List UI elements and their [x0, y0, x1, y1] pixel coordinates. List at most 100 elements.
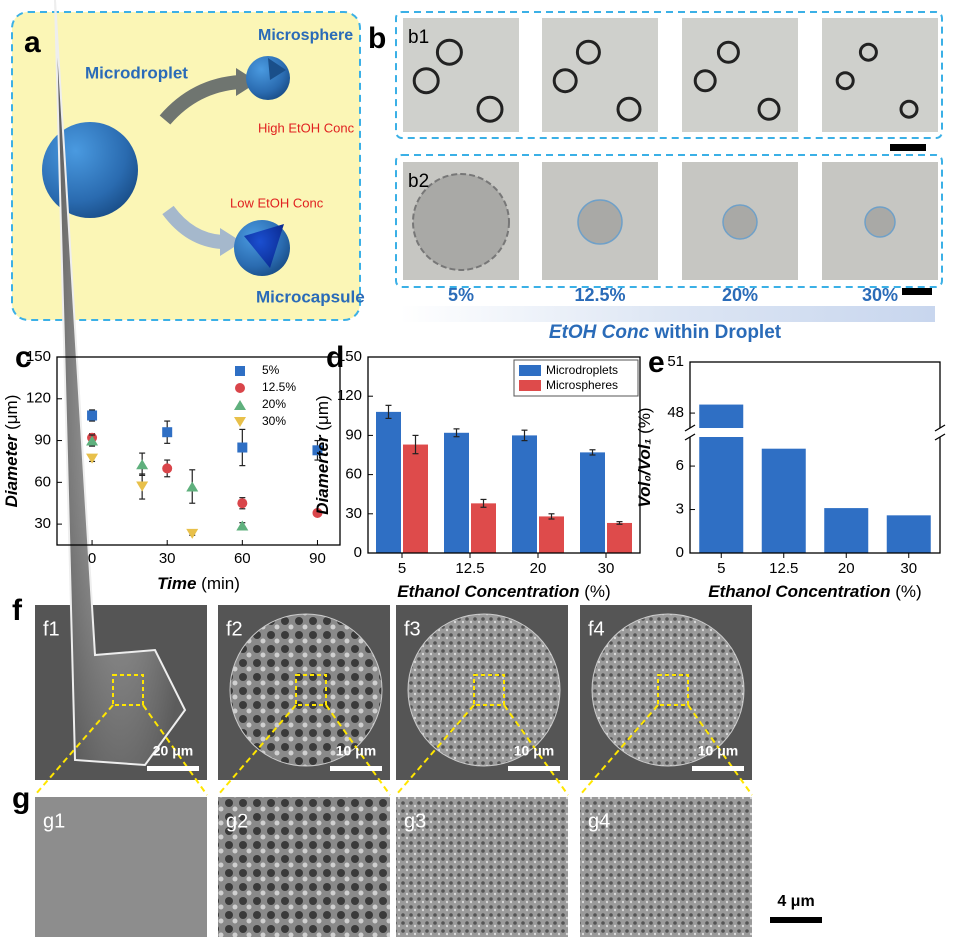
- legend-label: Microdroplets: [546, 363, 618, 377]
- legend-label: 12.5%: [262, 380, 296, 394]
- panel-label: c: [15, 341, 32, 374]
- label: High EtOH Conc: [258, 120, 355, 135]
- y-tick-label: 60: [34, 473, 51, 490]
- bar: [444, 432, 469, 553]
- arrow: [162, 205, 223, 249]
- bar: [512, 435, 537, 553]
- bar: [539, 516, 564, 553]
- droplet: [835, 71, 855, 91]
- zoom-box: [473, 674, 505, 706]
- y-tick-label: 90: [345, 426, 362, 443]
- y-tick-label: 0: [676, 544, 684, 561]
- y-tick-label: 51: [667, 353, 684, 370]
- plot-frame: [689, 361, 941, 554]
- droplet: [412, 67, 440, 95]
- point: [86, 435, 99, 446]
- scale-bar: [508, 766, 560, 771]
- scale-label: 10 μm: [698, 743, 738, 759]
- image-label: f2: [226, 618, 243, 640]
- cut: [268, 58, 286, 80]
- axis-label-part: (μm): [2, 395, 21, 435]
- x-tick-label: 30: [900, 560, 917, 577]
- y-tick-label: 6: [676, 457, 684, 474]
- droplet: [858, 42, 878, 62]
- particle: [864, 206, 896, 238]
- concentration: 12.5%: [574, 285, 625, 305]
- y-tick-label: 120: [26, 390, 51, 407]
- legend-marker: [235, 383, 245, 393]
- legend-marker: [235, 366, 245, 376]
- droplet: [476, 95, 504, 123]
- label: Microcapsule: [256, 287, 365, 306]
- legend-label: 30%: [262, 414, 286, 428]
- cut: [244, 224, 284, 268]
- x-tick-label: 30: [598, 560, 615, 577]
- axis-label-part: Ethanol Concentration: [708, 582, 890, 601]
- particle: [577, 199, 623, 245]
- concentration: 5%: [448, 285, 474, 305]
- axis-label-part: (μm): [313, 395, 332, 435]
- axis-label-part: within Droplet: [649, 322, 782, 343]
- scale-bar: [890, 144, 926, 151]
- axis-label: EtOH Conc within Droplet: [549, 322, 782, 343]
- axis-label-part: Ethanol Concentration: [397, 582, 579, 601]
- point: [87, 410, 98, 421]
- legend-label: Microspheres: [546, 378, 618, 392]
- frame: [395, 154, 943, 288]
- legend-label: 20%: [262, 397, 286, 411]
- particle: [722, 204, 758, 240]
- scale-bar: [147, 766, 199, 771]
- image-label: g1: [43, 810, 65, 832]
- scale-label: 10 μm: [336, 743, 376, 759]
- y-axis-label: Vol₀/Vol₁ (%): [635, 407, 654, 507]
- image-label: f4: [588, 618, 605, 640]
- droplet: [616, 96, 642, 122]
- panel-label: b: [368, 22, 386, 55]
- sem-image: [396, 797, 568, 937]
- point: [312, 445, 323, 456]
- axis-label-part: Diamerter: [313, 434, 332, 515]
- axis-label-part: Time: [157, 574, 196, 593]
- image-label: g3: [404, 810, 426, 832]
- legend-marker: [234, 400, 246, 410]
- y-tick-label: 48: [667, 404, 684, 421]
- image-label: g4: [588, 810, 610, 832]
- concentration: 20%: [722, 285, 758, 305]
- image-label: g2: [226, 810, 248, 832]
- label: Low EtOH Conc: [230, 195, 324, 210]
- axis-label-part: Vol₀/Vol₁: [635, 439, 654, 508]
- axis-break: [937, 428, 943, 437]
- droplet-icon: [42, 122, 138, 218]
- bar: [580, 452, 605, 553]
- particle: [412, 173, 510, 271]
- sem-image: [35, 797, 207, 937]
- row-label: b2: [408, 171, 429, 192]
- axis-break: [687, 428, 693, 437]
- panel-label: e: [648, 346, 665, 379]
- point: [186, 528, 199, 539]
- concentration: 30%: [862, 285, 898, 305]
- bar: [607, 522, 632, 553]
- label: Microdroplet: [85, 63, 188, 82]
- scale-bar: [770, 917, 822, 923]
- y-tick-label: 0: [354, 544, 362, 561]
- droplet: [435, 38, 463, 66]
- break-mark: [934, 433, 946, 441]
- axis-label-part: EtOH Conc: [549, 322, 650, 343]
- x-tick-label: 60: [234, 550, 251, 567]
- scale-bar: [902, 288, 932, 295]
- axis-label-part: Diameter: [2, 433, 21, 507]
- particle: [407, 613, 561, 767]
- x-tick-label: 30: [159, 550, 176, 567]
- arrow: [159, 75, 241, 125]
- zoom-line: [142, 704, 208, 796]
- x-tick-label: 5: [398, 560, 406, 577]
- droplet: [693, 69, 717, 93]
- x-tick-label: 20: [530, 560, 547, 577]
- y-tick-label: 120: [337, 387, 362, 404]
- row-label: b1: [408, 27, 429, 48]
- zoom-line: [687, 704, 753, 796]
- bar: [761, 448, 806, 553]
- x-axis-label: Time (min): [157, 574, 240, 593]
